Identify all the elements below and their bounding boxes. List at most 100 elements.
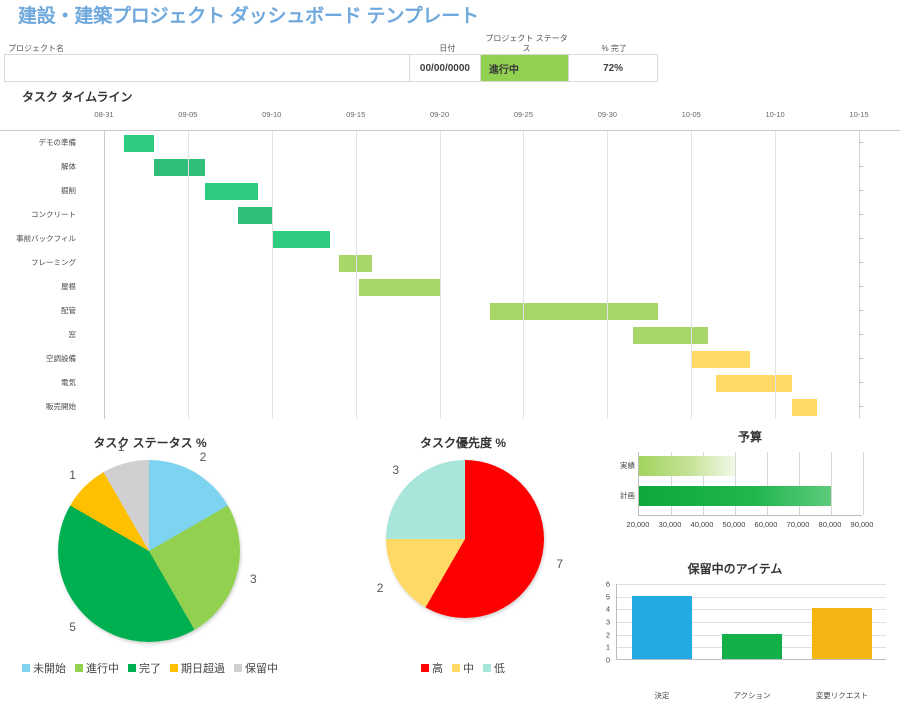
legend-item[interactable]: 低 <box>483 660 505 676</box>
budget-chart-title: 予算 <box>737 430 762 444</box>
gantt-gridline <box>439 131 441 419</box>
project-status-badge[interactable]: 進行中 <box>480 55 570 81</box>
gantt-task-bar[interactable] <box>716 375 792 392</box>
pending-bar[interactable] <box>722 633 782 659</box>
pending-gridline <box>617 622 886 623</box>
gantt-task-label: 屋根 <box>61 282 76 291</box>
budget-gridline <box>831 452 832 515</box>
legend-item[interactable]: 保留中 <box>234 660 278 676</box>
gantt-task-bar[interactable] <box>154 159 205 176</box>
budget-gridline <box>735 452 736 515</box>
budget-x-tick-label: 50,000 <box>722 520 746 529</box>
project-name-field[interactable] <box>5 55 411 81</box>
gantt-task-label: 空調設備 <box>46 354 76 363</box>
gantt-gridline <box>607 131 609 419</box>
gantt-task-row: 配管 <box>0 299 900 323</box>
gantt-task-rows: デモの準備 解体 掘削 コンクリート 事前バックフィル フレーミング 屋根 配管窓空調設備 電気… <box>0 131 900 419</box>
pending-y-tick-label: 2 <box>605 630 610 640</box>
task-status-pie[interactable] <box>58 460 240 642</box>
gantt-task-label: コンクリート <box>31 210 76 219</box>
legend-label: 期日超過 <box>181 663 225 675</box>
task-priority-pie-title: タスク優先度 % <box>419 436 506 450</box>
budget-bar-row: 計画 <box>620 484 863 508</box>
gantt-task-label: 掘削 <box>61 186 76 195</box>
gantt-task-bar[interactable] <box>691 351 750 368</box>
budget-x-tick-label: 40,000 <box>690 520 714 529</box>
budget-bar[interactable] <box>639 486 831 506</box>
legend-item[interactable]: 進行中 <box>75 660 119 676</box>
legend-item[interactable]: 高 <box>421 660 443 676</box>
gantt-task-label: デモの準備 <box>38 138 77 147</box>
gantt-task-row: 窓 <box>0 323 900 347</box>
gantt-task-bar[interactable] <box>359 279 440 296</box>
pie-data-label: 7 <box>556 557 563 572</box>
gantt-gridline <box>691 131 693 419</box>
pending-y-tick-label: 4 <box>605 604 610 614</box>
project-info-table: プロジェクト名 日付 プロジェクト ステータス % 完了 00/00/0000 … <box>4 34 658 82</box>
gantt-tick-label: 10-05 <box>681 110 701 119</box>
column-header-percent: % 完了 <box>601 44 627 53</box>
gantt-gridline <box>187 131 189 419</box>
task-priority-pie-panel: タスク優先度 % 7 2 3 高 中 低 <box>318 432 608 699</box>
gantt-y-tickmark <box>859 406 863 407</box>
percent-complete-value[interactable]: 72% <box>603 62 624 74</box>
gantt-y-tickmark <box>859 142 863 143</box>
legend-item[interactable]: 未開始 <box>22 660 66 676</box>
pie-data-label: 1 <box>69 467 76 482</box>
gantt-task-bar[interactable] <box>204 183 259 200</box>
pending-y-tick-label: 3 <box>605 617 610 627</box>
budget-x-tick-label: 20,000 <box>626 520 650 529</box>
project-date-field[interactable]: 00/00/0000 <box>410 55 481 81</box>
gantt-task-row: 電気 <box>0 371 900 395</box>
legend-label: 完了 <box>139 663 161 675</box>
gantt-task-bar[interactable] <box>338 255 373 272</box>
gantt-task-row: 屋根 <box>0 275 900 299</box>
pending-gridline <box>617 609 886 611</box>
budget-x-tick-label: 30,000 <box>658 520 682 529</box>
gantt-y-tickmark <box>859 382 863 383</box>
gantt-task-label: 配管 <box>61 306 76 315</box>
gantt-tick-label: 09-15 <box>346 110 366 119</box>
pending-bar[interactable] <box>812 608 872 659</box>
gantt-task-row: コンクリート <box>0 203 900 227</box>
gantt-task-bar[interactable] <box>489 303 658 320</box>
gantt-task-bar[interactable] <box>791 399 818 416</box>
gantt-task-bar[interactable] <box>271 231 331 248</box>
task-status-pie-wrap: 2 3 5 1 1 <box>58 440 257 642</box>
legend-swatch-icon <box>170 664 178 672</box>
budget-x-tick-label: 60,000 <box>754 520 778 529</box>
budget-gridline <box>799 452 800 515</box>
gantt-tick-label: 09-25 <box>513 110 534 119</box>
gantt-gridline <box>104 131 105 419</box>
gantt-task-label: フレーミング <box>31 258 76 267</box>
task-status-pie-panel: タスク ステータス % 2 3 5 1 1 未開始 進行中 完了 期日超過 保留中 <box>0 432 300 699</box>
pending-x-tick-label: 変更リクエスト <box>815 691 869 700</box>
gantt-task-bar[interactable] <box>238 207 272 224</box>
legend-label: 未開始 <box>33 663 66 675</box>
gantt-task-bar[interactable] <box>124 135 155 152</box>
task-priority-pie[interactable] <box>386 460 544 618</box>
gantt-chart-title: タスク タイムライン <box>22 90 133 104</box>
gantt-y-tickmark <box>859 238 863 239</box>
pending-plot-area: 0 1 2 3 4 5 6 決定 アクション 変更リクエスト <box>606 580 886 700</box>
pie-data-label: 2 <box>199 450 207 465</box>
gantt-y-tickmark <box>859 286 863 287</box>
legend-item[interactable]: 期日超過 <box>170 660 225 676</box>
gantt-task-bar[interactable] <box>632 327 708 344</box>
gantt-gridline <box>523 131 525 419</box>
legend-label: 進行中 <box>86 663 119 675</box>
budget-bar[interactable] <box>639 456 735 476</box>
budget-chart-panel: 予算 実績 計画 20,000 30,000 40,000 50,000 60,000 70… <box>600 428 900 554</box>
task-status-pie-title: タスク ステータス % <box>93 436 207 450</box>
pending-y-tick-label: 0 <box>605 655 610 665</box>
pie-data-label: 2 <box>376 581 384 595</box>
legend-item[interactable]: 中 <box>452 660 474 676</box>
budget-plot-area: 実績 計画 <box>620 452 864 516</box>
pie-data-label: 3 <box>249 571 257 586</box>
pending-y-tick-label: 6 <box>605 579 610 589</box>
pie-data-label: 1 <box>117 439 125 454</box>
legend-item[interactable]: 完了 <box>128 660 161 676</box>
pending-bar[interactable] <box>632 595 692 659</box>
gantt-tick-label: 09-30 <box>597 110 617 119</box>
budget-gridline <box>671 452 672 515</box>
